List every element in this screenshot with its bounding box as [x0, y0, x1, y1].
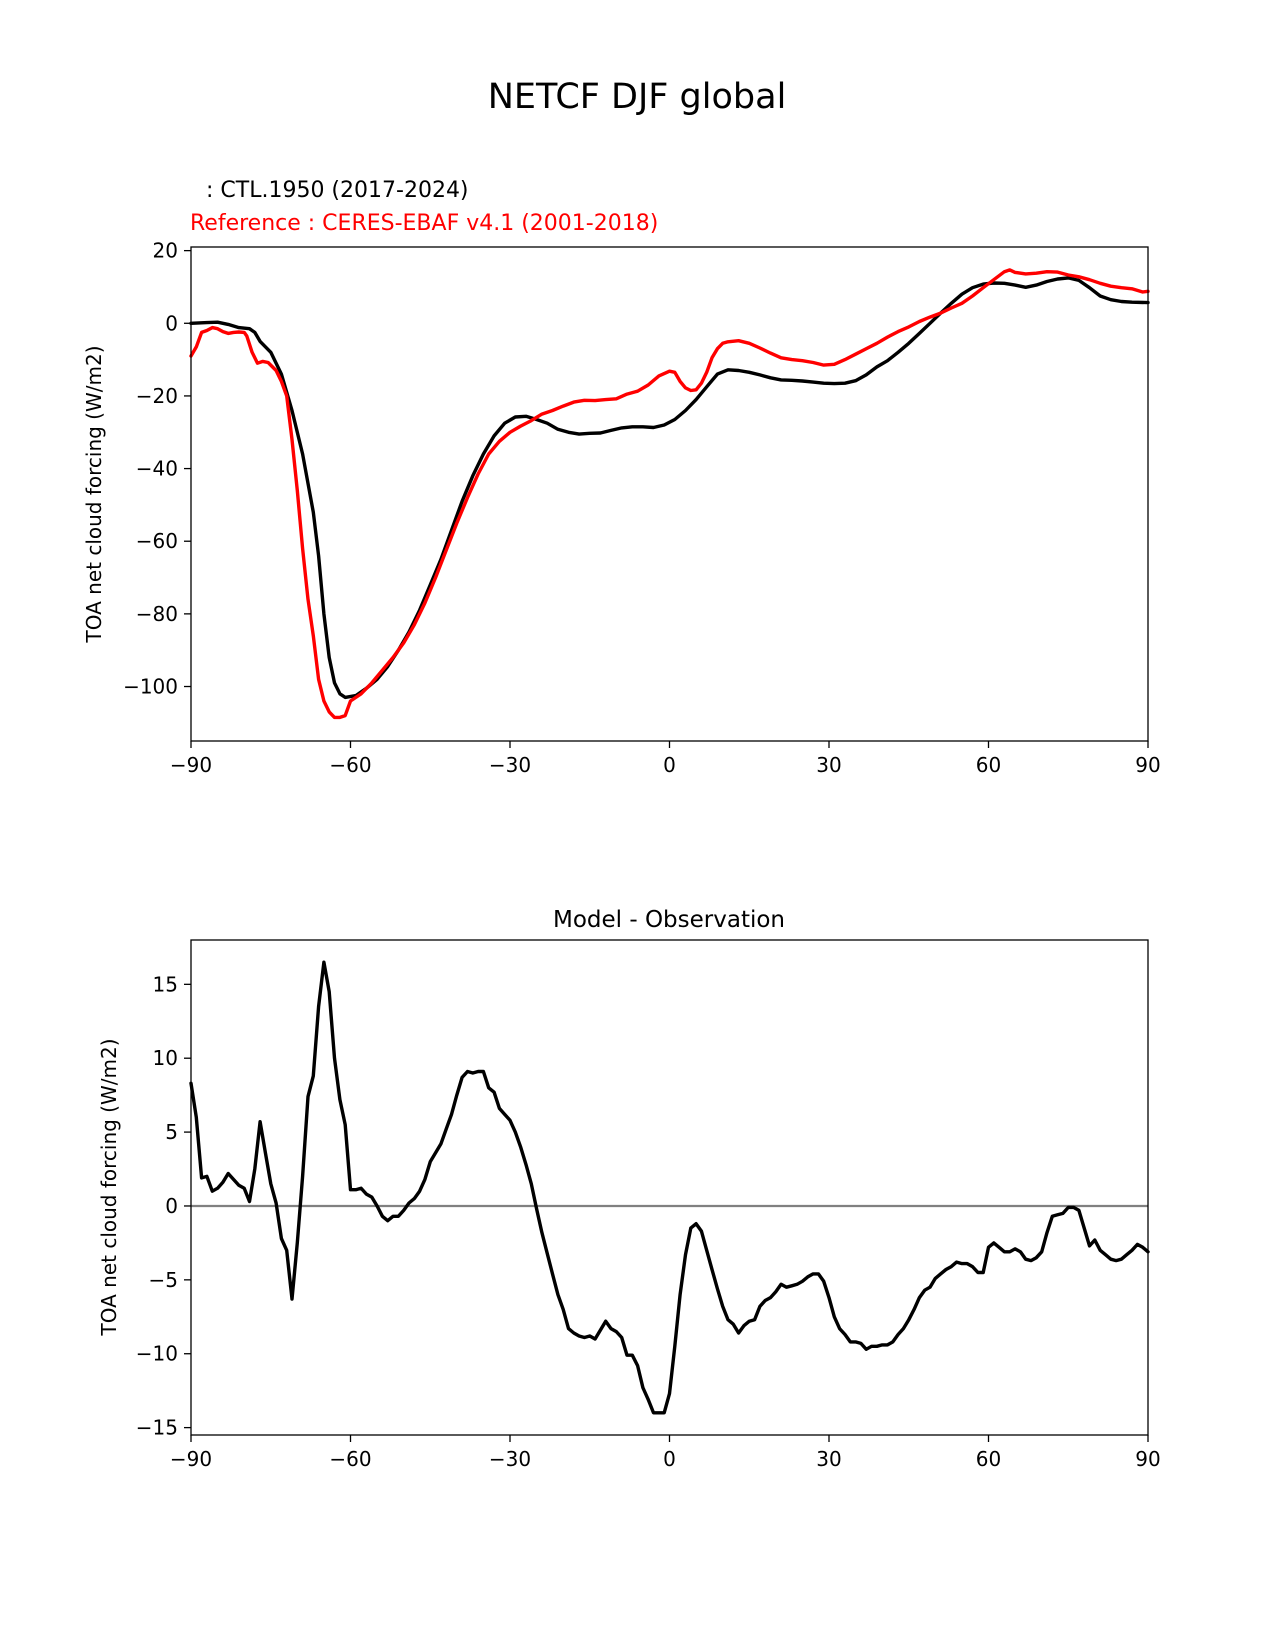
- top-series-group: [189, 268, 1150, 720]
- top-xtick-label: 60: [976, 753, 1001, 777]
- top-xtick-label: −30: [489, 753, 531, 777]
- bottom-xtick-label: −60: [329, 1447, 371, 1471]
- bottom-xtick-label: 90: [1135, 1447, 1160, 1471]
- bottom-title: Model - Observation: [553, 907, 785, 933]
- top-ytick-label: −80: [136, 602, 178, 626]
- bottom-ytick-label: 15: [153, 972, 178, 996]
- top-axes-frame: [190, 246, 1149, 742]
- top-ytick-label: −60: [136, 529, 178, 553]
- legend-model-label: : CTL.1950 (2017-2024): [206, 178, 469, 203]
- top-xtick-label: 30: [816, 753, 841, 777]
- bottom-ytick-label: −5: [149, 1268, 178, 1292]
- top-ylabel: TOA net cloud forcing (W/m2): [82, 345, 106, 643]
- bottom-xtick-labels: −90 −60 −30 0 30 60 90: [170, 1435, 1161, 1471]
- bottom-xtick-label: −90: [170, 1447, 212, 1471]
- figure-title: NETCF DJF global: [488, 77, 787, 117]
- bottom-ytick-labels: −15 −10 −5 0 5 10 15: [136, 972, 191, 1440]
- top-xtick-label: −60: [329, 753, 371, 777]
- top-reference-line: [189, 268, 1150, 720]
- top-ytick-label: −20: [136, 384, 178, 408]
- top-xtick-label: 0: [663, 753, 676, 777]
- bottom-ytick-label: −10: [136, 1342, 178, 1366]
- bottom-xtick-label: 0: [663, 1447, 676, 1471]
- bottom-ytick-label: −15: [136, 1416, 178, 1440]
- bottom-ytick-label: 5: [165, 1120, 178, 1144]
- top-ytick-labels: −100 −80 −60 −40 −20 0 20: [123, 239, 191, 699]
- top-xtick-label: 90: [1135, 753, 1160, 777]
- top-xtick-label: −90: [170, 753, 212, 777]
- bottom-difference-line: [189, 960, 1150, 1415]
- bottom-xtick-label: 30: [816, 1447, 841, 1471]
- top-ytick-label: 20: [153, 239, 178, 263]
- top-panel: : CTL.1950 (2017-2024) Reference : CERES…: [82, 178, 1161, 777]
- legend-reference-label: Reference : CERES-EBAF v4.1 (2001-2018): [190, 211, 658, 236]
- top-ytick-label: 0: [165, 311, 178, 335]
- top-ytick-label: −40: [136, 457, 178, 481]
- top-xtick-labels: −90 −60 −30 0 30 60 90: [170, 741, 1161, 777]
- top-ytick-label: −100: [123, 675, 178, 699]
- bottom-xtick-label: 60: [976, 1447, 1001, 1471]
- bottom-ytick-label: 0: [165, 1194, 178, 1218]
- bottom-series-group: [189, 960, 1150, 1415]
- top-model-line: [189, 276, 1150, 700]
- bottom-ylabel: TOA net cloud forcing (W/m2): [97, 1038, 121, 1336]
- bottom-xtick-label: −30: [489, 1447, 531, 1471]
- bottom-ytick-label: 10: [153, 1046, 178, 1070]
- bottom-panel: Model - Observation −15 −10 −5 0 5 10 15 −90 −6…: [97, 907, 1161, 1471]
- bottom-axes-frame: [190, 939, 1149, 1436]
